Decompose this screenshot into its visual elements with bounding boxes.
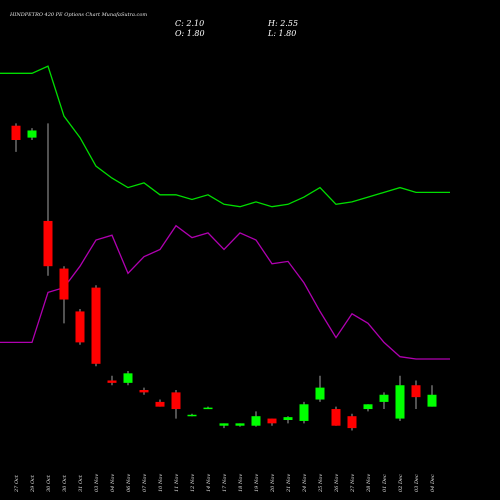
- x-tick-label: 02 Dec: [398, 474, 404, 492]
- x-tick-label: 30 Oct: [46, 474, 52, 492]
- close-label: C: 2.10: [175, 19, 205, 28]
- candle-up: [283, 417, 293, 420]
- x-tick-label: 06 Nov: [126, 474, 132, 492]
- low-label: L: 1.80: [268, 29, 297, 38]
- indicator-line-1: [0, 65, 450, 208]
- x-tick-label: 12 Nov: [190, 474, 196, 492]
- candle-down: [155, 401, 165, 407]
- candle-up: [203, 407, 213, 410]
- candle-down: [267, 418, 277, 424]
- candle-up: [187, 414, 197, 417]
- candle-down: [139, 390, 149, 393]
- candle-up: [363, 404, 373, 410]
- x-tick-label: 31 Oct: [78, 474, 84, 492]
- x-tick-label: 11 Nov: [174, 474, 180, 492]
- indicator-line-2: [0, 224, 450, 360]
- x-tick-label: 28 Nov: [366, 474, 372, 493]
- candle-up: [395, 385, 405, 419]
- x-tick-label: 04 Dec: [430, 474, 436, 492]
- candle-down: [347, 416, 357, 429]
- x-tick-label: 27 Nov: [350, 474, 356, 493]
- candle-up: [251, 416, 261, 426]
- x-tick-label: 25 Nov: [318, 474, 324, 493]
- x-tick-label: 26 Nov: [334, 474, 340, 493]
- x-tick-label: 14 Nov: [206, 474, 212, 492]
- x-tick-label: 03 Nov: [94, 474, 100, 492]
- x-tick-label: 07 Nov: [142, 474, 148, 492]
- candle-down: [75, 311, 85, 343]
- x-tick-label: 01 Dec: [382, 474, 388, 492]
- candle-down: [171, 392, 181, 410]
- candle-down: [107, 380, 117, 383]
- x-tick-label: 21 Nov: [286, 474, 292, 493]
- x-tick-label: 19 Nov: [254, 474, 260, 492]
- x-tick-label: 27 Oct: [14, 474, 20, 493]
- high-label: H: 2.55: [268, 19, 299, 28]
- candle-up: [315, 387, 325, 400]
- candle-up: [27, 130, 37, 138]
- open-label: O: 1.80: [175, 29, 205, 38]
- x-tick-label: 04 Nov: [110, 474, 116, 492]
- candle-up: [379, 394, 389, 402]
- x-tick-label: 17 Nov: [222, 474, 228, 492]
- x-tick-label: 24 Nov: [302, 474, 308, 493]
- x-tick-label: 03 Dec: [414, 474, 420, 492]
- x-tick-label: 30 Oct: [62, 474, 68, 492]
- candle-down: [331, 409, 341, 426]
- x-tick-label: 18 Nov: [238, 474, 244, 492]
- candle-down: [43, 220, 53, 267]
- x-tick-label: 20 Nov: [270, 474, 276, 493]
- candle-down: [411, 385, 421, 398]
- candle-up: [235, 423, 245, 426]
- candle-up: [299, 404, 309, 421]
- candle-down: [11, 125, 21, 140]
- candle-up: [219, 423, 229, 426]
- candle-up: [123, 373, 133, 383]
- candle-down: [91, 287, 101, 364]
- candle-up: [427, 394, 437, 407]
- chart-title: HINDPETRO 420 PE Options Chart MunafaSut…: [10, 12, 148, 18]
- x-tick-label: 10 Nov: [158, 474, 164, 492]
- x-tick-label: 29 Oct: [30, 474, 36, 493]
- candle-down: [59, 268, 69, 300]
